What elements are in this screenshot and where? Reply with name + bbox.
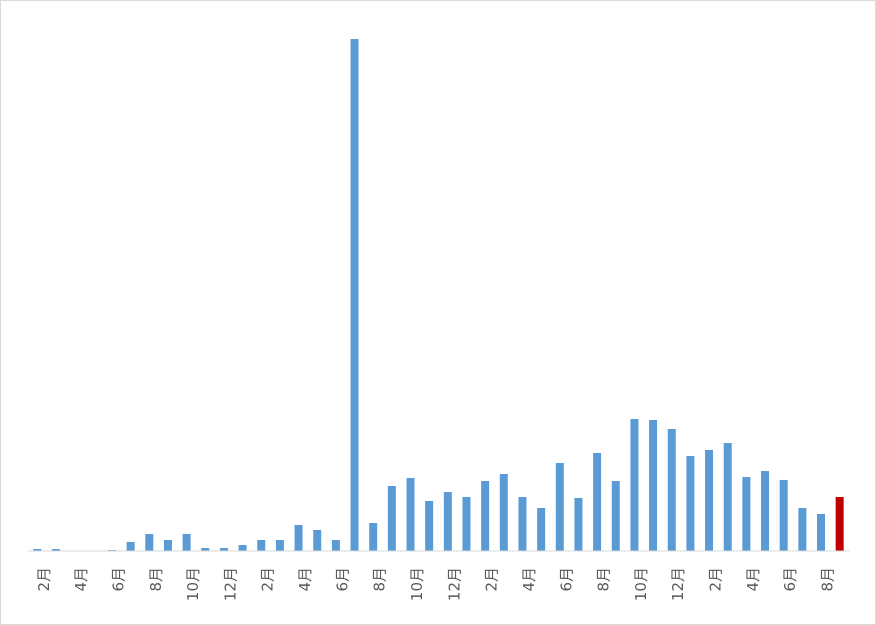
bar: [574, 498, 583, 551]
x-tick-label: 4月: [72, 567, 90, 592]
bar: [313, 530, 322, 551]
bar: [630, 419, 639, 551]
x-tick-label: 6月: [557, 567, 575, 592]
bar: [835, 497, 844, 551]
x-tick-label: 8月: [595, 567, 613, 592]
bar: [275, 540, 284, 551]
x-tick-label: 6月: [781, 567, 799, 592]
bar: [406, 478, 415, 551]
bar: [593, 453, 602, 551]
x-tick-label: 10月: [632, 567, 650, 601]
x-tick-label: 4月: [520, 567, 538, 592]
bar: [443, 492, 452, 551]
bar: [462, 497, 471, 551]
x-tick-label: 12月: [221, 567, 239, 601]
bar: [723, 443, 732, 551]
bar: [499, 474, 508, 551]
x-tick-label: 8月: [819, 567, 837, 592]
bar: [219, 548, 228, 551]
bar: [126, 542, 135, 551]
x-tick-label: 4月: [744, 567, 762, 592]
bar: [518, 497, 527, 551]
x-tick-label: 6月: [109, 567, 127, 592]
bar: [201, 548, 210, 551]
x-tick-label: 6月: [333, 567, 351, 592]
bar: [686, 456, 695, 551]
bar: [238, 545, 247, 551]
x-tick-label: 12月: [445, 567, 463, 601]
bar: [779, 480, 788, 551]
bar: [294, 525, 303, 551]
x-tick-label: 4月: [296, 567, 314, 592]
x-tick-label: 2月: [707, 567, 725, 592]
bar: [611, 481, 620, 551]
bar: [163, 540, 172, 551]
bar: [555, 463, 564, 551]
bar: [369, 523, 378, 551]
bar: [705, 450, 714, 551]
bar: [649, 420, 658, 551]
bar: [798, 508, 807, 551]
bar: [145, 534, 154, 551]
bar: [742, 477, 751, 551]
x-tick-label: 12月: [669, 567, 687, 601]
x-tick-label: 2月: [35, 567, 53, 592]
bar: [481, 481, 490, 551]
bar: [817, 514, 826, 551]
bar: [387, 486, 396, 551]
bar: [331, 540, 340, 551]
x-tick-label: 8月: [371, 567, 389, 592]
x-tick-label: 10月: [408, 567, 426, 601]
x-tick-label: 8月: [147, 567, 165, 592]
bar: [537, 508, 546, 551]
bar: [667, 429, 676, 551]
bar: [761, 471, 770, 551]
bar: [425, 501, 434, 551]
x-tick-label: 10月: [184, 567, 202, 601]
bar: [182, 534, 191, 551]
bar: [257, 540, 266, 551]
bar: [350, 39, 359, 551]
x-tick-label: 2月: [259, 567, 277, 592]
bar: [51, 549, 60, 551]
bar: [33, 549, 42, 551]
x-tick-label: 2月: [483, 567, 501, 592]
